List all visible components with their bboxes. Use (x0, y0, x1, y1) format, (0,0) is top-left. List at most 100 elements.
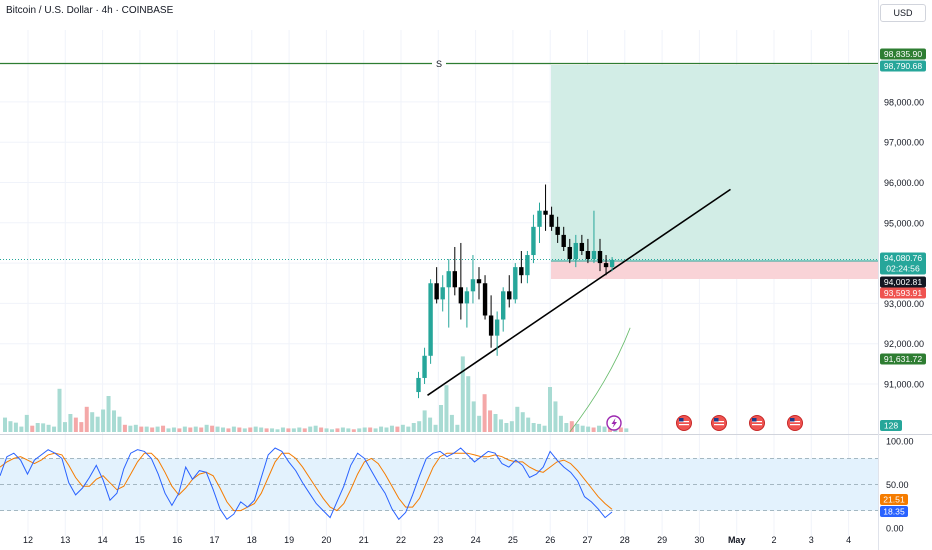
volume-bar (537, 424, 541, 432)
svg-text:21.51: 21.51 (883, 495, 905, 505)
candle (531, 215, 535, 263)
candle (543, 185, 547, 231)
time-tick-label: 29 (657, 535, 667, 545)
volume-bar (575, 424, 579, 432)
time-tick-label: 16 (172, 535, 182, 545)
volume-bar (123, 425, 127, 432)
time-tick-label: 24 (471, 535, 481, 545)
svg-text:98,790.68: 98,790.68 (884, 61, 922, 71)
time-tick-label: May (728, 535, 746, 545)
candle (465, 287, 469, 327)
volume-bar (128, 426, 132, 432)
volume-bar (444, 385, 448, 432)
volume-bar (134, 425, 138, 432)
volume-bar (515, 407, 519, 432)
volume-bar (41, 423, 45, 432)
volume-bar (341, 428, 345, 433)
volume-bar (504, 423, 508, 432)
time-tick-label: 30 (694, 535, 704, 545)
price-tick-label: 98,000.00 (884, 97, 924, 107)
currency-selector[interactable]: USD (880, 4, 926, 22)
volume-bar (63, 422, 67, 432)
price-badge-target: 98,790.68 (880, 61, 926, 72)
volume-bar (303, 428, 307, 432)
volume-bar (412, 423, 416, 432)
volume-bar (36, 423, 40, 432)
volume-bar (259, 428, 263, 433)
volume-bar (319, 428, 323, 433)
volume-bar (19, 427, 23, 432)
volume-bar (385, 428, 389, 433)
price-tick-label: 97,000.00 (884, 138, 924, 148)
volume-bar (532, 423, 536, 432)
volume-value-badge: 128 (880, 420, 902, 431)
volume-bar (526, 418, 530, 432)
candle (519, 251, 523, 283)
volume-bar (586, 427, 590, 432)
volume-bar (603, 427, 607, 432)
time-tick-label: 26 (545, 535, 555, 545)
svg-text:02:24:56: 02:24:56 (886, 264, 920, 274)
volume-bar (330, 429, 334, 432)
volume-bar (177, 428, 181, 432)
volume-bar (232, 427, 236, 432)
volume-bar (439, 405, 443, 432)
candle (428, 279, 432, 364)
us-flag-event-icon (750, 416, 765, 431)
volume-bar (494, 414, 498, 432)
volume-bar (117, 417, 121, 432)
lightning-icon (607, 416, 621, 430)
volume-bar (570, 421, 574, 432)
time-tick-label: 28 (620, 535, 630, 545)
time-tick-label: 27 (582, 535, 592, 545)
volume-bar (581, 426, 585, 432)
volume-bar (406, 427, 410, 432)
volume-bar (194, 427, 198, 432)
volume-bar (346, 428, 350, 432)
candle (453, 247, 457, 295)
volume-bar (237, 428, 241, 433)
time-tick-label: 20 (321, 535, 331, 545)
volume-bar (286, 428, 290, 432)
volume-bar (183, 427, 187, 432)
volume-bar (335, 428, 339, 432)
candle (483, 275, 487, 319)
volume-bar (210, 426, 214, 432)
price-tick-label: 93,000.00 (884, 299, 924, 309)
volume-bar (325, 428, 329, 432)
volume-bar (308, 427, 312, 432)
time-tick-label: 14 (98, 535, 108, 545)
volume-bar (243, 428, 247, 432)
volume-bar (14, 423, 18, 432)
volume-bar (483, 394, 487, 432)
volume-bar (216, 427, 220, 432)
volume-bar (597, 426, 601, 432)
svg-text:93,593.91: 93,593.91 (884, 288, 922, 298)
event-icons[interactable] (607, 416, 803, 431)
volume-bar (390, 426, 394, 432)
volume-bar (417, 421, 421, 432)
position-zones (0, 65, 878, 279)
volume-bar (521, 412, 525, 432)
volume-bar (96, 417, 100, 432)
volume-bar (156, 427, 160, 432)
time-tick-label: 22 (396, 535, 406, 545)
volume-bar (461, 356, 465, 432)
time-tick-label: 13 (60, 535, 70, 545)
price-tick-label: 95,000.00 (884, 218, 924, 228)
time-tick-label: 25 (508, 535, 518, 545)
volume-bar (428, 418, 432, 432)
volume-bar (85, 407, 89, 432)
candle (507, 275, 511, 307)
stoch-d-badge: 21.51 (880, 494, 908, 505)
volume-bar (423, 410, 427, 432)
svg-text:98,835.90: 98,835.90 (884, 49, 922, 59)
time-tick-label: 18 (247, 535, 257, 545)
volume-bar (248, 428, 252, 433)
volume-bar (379, 427, 383, 432)
svg-text:94,080.76: 94,080.76 (884, 253, 922, 263)
price-tick-label: 92,000.00 (884, 339, 924, 349)
candle (447, 259, 451, 328)
target-zone (551, 65, 878, 261)
